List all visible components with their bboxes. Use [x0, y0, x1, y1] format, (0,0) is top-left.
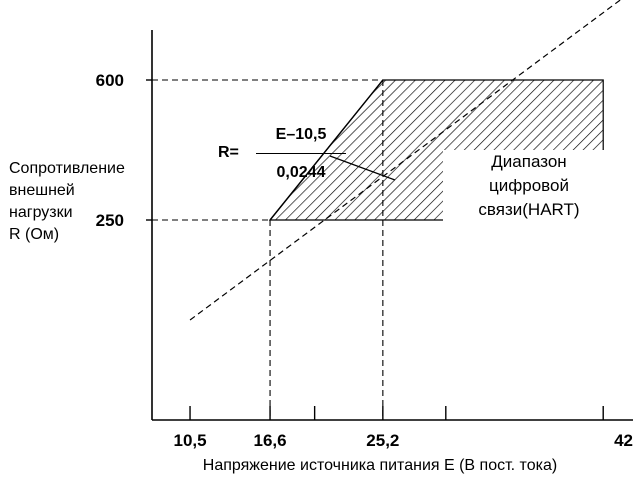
y-axis-title-line: нагрузки — [9, 204, 73, 221]
formula-lhs: R= — [218, 144, 239, 161]
y-tick-label: 600 — [96, 71, 124, 90]
formula-denominator: 0,0244 — [276, 164, 326, 181]
formula-numerator: E–10,5 — [275, 126, 327, 143]
hart-range-label-line: цифровой — [489, 176, 569, 195]
axis-ticks — [146, 79, 604, 420]
x-tick-label: 25,2 — [366, 431, 399, 450]
x-tick-label: 16,6 — [254, 431, 287, 450]
x-tick-label: 10,5 — [173, 431, 206, 450]
x-axis-title: Напряжение источника питания E (В пост. … — [203, 457, 557, 474]
load-line-solid-segment — [269, 79, 384, 221]
dashed-guide-lines — [152, 79, 604, 420]
axis-tick-labels: 10,5 16,6 25,2 42 250 600 — [96, 71, 633, 450]
hart-range-label: Диапазон цифровой связи(HART) — [443, 150, 615, 236]
hart-range-label-line: Диапазон — [491, 152, 567, 171]
hart-range-label-line: связи(HART) — [478, 200, 580, 219]
y-tick-label: 250 — [96, 211, 124, 230]
x-tick-label: 42 — [614, 431, 633, 450]
y-axis-title-line: R (Ом) — [9, 226, 60, 243]
y-axis-title-line: внешней — [9, 182, 75, 199]
formula-leader-line — [329, 155, 396, 181]
y-axis-title: Сопротивление внешней нагрузки R (Ом) — [9, 158, 125, 246]
y-axis-title-line: Сопротивление — [9, 160, 125, 177]
formula-fraction-bar — [256, 153, 346, 154]
